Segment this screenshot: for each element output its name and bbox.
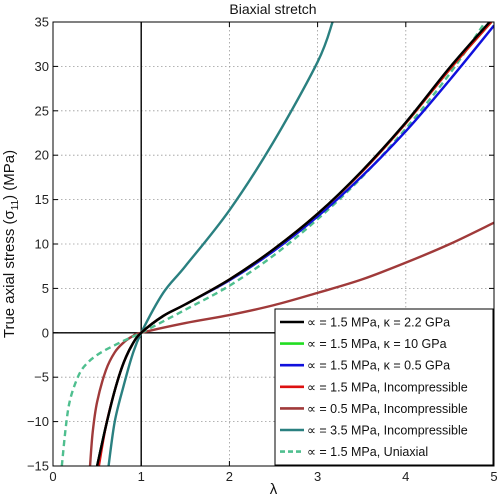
legend-label: ∝ = 0.5 MPa, Incompressible	[307, 402, 468, 416]
series-line-7	[60, 22, 487, 466]
legend-label: ∝ = 1.5 MPa, κ = 10 GPa	[307, 337, 447, 351]
y-axis-label-sub: 11	[10, 199, 21, 210]
y-tick-label: −10	[27, 414, 49, 429]
y-axis-label-main: True axial stress (σ	[1, 210, 18, 339]
y-tick-label: 15	[35, 192, 49, 207]
y-tick-label: −15	[27, 459, 49, 474]
y-tick-label: −5	[34, 370, 49, 385]
x-axis-label: λ	[270, 481, 278, 498]
y-axis-label-tail: ) (MPa)	[1, 150, 18, 200]
legend-label: ∝ = 1.5 MPa, Incompressible	[307, 380, 468, 394]
ticks: 0 1 2 3 4 5 −15 −10 −5 0 5 10 15 20 25 30 35	[27, 15, 498, 485]
series-line-6	[107, 22, 334, 466]
legend-label: ∝ = 3.5 MPa, Incompressible	[307, 424, 468, 438]
legend: ∝ = 1.5 MPa, κ = 2.2 GPa ∝ = 1.5 MPa, κ =…	[274, 308, 494, 466]
y-tick-label: 20	[35, 148, 49, 163]
y-tick-label: 25	[35, 103, 49, 118]
y-tick-label: 0	[42, 325, 49, 340]
y-tick-label: 10	[35, 237, 49, 252]
legend-label: ∝ = 1.5 MPa, κ = 0.5 GPa	[307, 359, 450, 373]
series-line-5	[88, 221, 494, 466]
series-line-1	[95, 22, 491, 466]
series-group	[60, 22, 494, 466]
x-tick-label: 2	[226, 469, 233, 484]
x-tick-label: 3	[314, 469, 321, 484]
legend-label: ∝ = 1.5 MPa, Uniaxial	[307, 445, 428, 459]
legend-label: ∝ = 1.5 MPa, κ = 2.2 GPa	[307, 316, 450, 330]
x-tick-label: 5	[490, 469, 497, 484]
x-tick-label: 1	[138, 469, 145, 484]
chart-title: Biaxial stretch	[229, 1, 316, 17]
x-tick-label: 0	[49, 469, 56, 484]
y-tick-label: 5	[42, 281, 49, 296]
y-tick-label: 30	[35, 59, 49, 74]
legend-box	[274, 308, 494, 466]
y-tick-label: 35	[35, 15, 49, 30]
y-axis-label: True axial stress (σ11) (MPa)	[1, 150, 21, 338]
x-tick-label: 4	[402, 469, 409, 484]
